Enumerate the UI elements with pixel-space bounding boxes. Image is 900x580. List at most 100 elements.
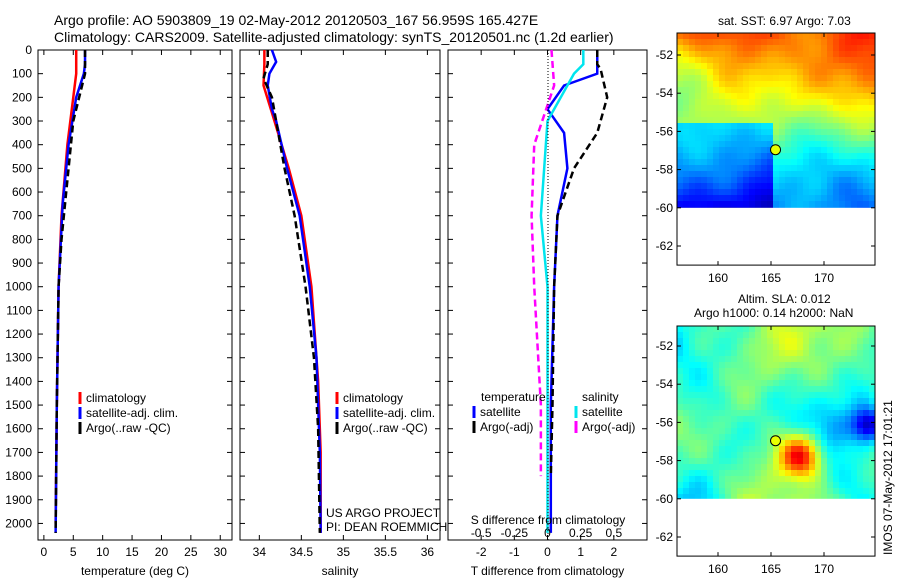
map-cell bbox=[839, 87, 845, 93]
map-cell bbox=[767, 386, 773, 392]
map-cell bbox=[719, 93, 725, 99]
map-cell bbox=[749, 165, 755, 171]
map-cell bbox=[725, 39, 731, 45]
map-cell bbox=[821, 368, 827, 374]
map-cell bbox=[803, 386, 809, 392]
map-cell bbox=[839, 452, 845, 458]
map-cell bbox=[761, 147, 767, 153]
map-cell bbox=[725, 368, 731, 374]
map-cell bbox=[707, 183, 713, 189]
map-cell bbox=[827, 159, 833, 165]
map-cell bbox=[731, 93, 737, 99]
map-cell bbox=[863, 410, 869, 416]
map-cell bbox=[845, 344, 851, 350]
map-cell bbox=[857, 380, 863, 386]
map-cell bbox=[791, 147, 797, 153]
map-cell bbox=[683, 362, 689, 368]
map-cell bbox=[701, 51, 707, 57]
map-cell bbox=[785, 195, 791, 201]
map-cell bbox=[677, 69, 683, 75]
map-cell bbox=[701, 87, 707, 93]
map-cell bbox=[689, 464, 695, 470]
map-cell bbox=[845, 99, 851, 105]
map-cell bbox=[821, 416, 827, 422]
map-cell bbox=[701, 171, 707, 177]
map-cell bbox=[707, 75, 713, 81]
map-cell bbox=[809, 123, 815, 129]
map-cell bbox=[761, 350, 767, 356]
map-cell bbox=[731, 159, 737, 165]
map-cell bbox=[689, 123, 695, 129]
lat-tick-label: -52 bbox=[656, 48, 674, 62]
map-cell bbox=[683, 159, 689, 165]
map-cell bbox=[791, 410, 797, 416]
map-cell bbox=[683, 344, 689, 350]
map-cell bbox=[725, 87, 731, 93]
map-cell bbox=[683, 111, 689, 117]
map-cell bbox=[851, 135, 857, 141]
map-cell bbox=[677, 135, 683, 141]
map-cell bbox=[683, 470, 689, 476]
map-cell bbox=[863, 356, 869, 362]
map-cell bbox=[845, 57, 851, 63]
map-cell bbox=[677, 171, 683, 177]
map-cell bbox=[839, 159, 845, 165]
map-cell bbox=[689, 147, 695, 153]
map-cell bbox=[869, 93, 875, 99]
map-cell bbox=[761, 344, 767, 350]
map-cell bbox=[677, 51, 683, 57]
map-cell bbox=[803, 63, 809, 69]
map-cell bbox=[725, 344, 731, 350]
map-cell bbox=[689, 207, 695, 208]
map-cell bbox=[701, 69, 707, 75]
map-cell bbox=[779, 45, 785, 51]
map-cell bbox=[737, 75, 743, 81]
map-cell bbox=[857, 99, 863, 105]
map-cell bbox=[821, 105, 827, 111]
map-cell bbox=[755, 428, 761, 434]
map-cell bbox=[839, 201, 845, 207]
map-cell bbox=[803, 494, 809, 499]
map-cell bbox=[689, 39, 695, 45]
map-cell bbox=[677, 404, 683, 410]
map-cell bbox=[791, 51, 797, 57]
map-cell bbox=[773, 183, 779, 189]
map-cell bbox=[731, 195, 737, 201]
map-cell bbox=[785, 183, 791, 189]
map-cell bbox=[689, 57, 695, 63]
map-cell bbox=[683, 404, 689, 410]
map-cell bbox=[797, 404, 803, 410]
map-cell bbox=[863, 207, 869, 208]
map-cell bbox=[749, 87, 755, 93]
map-cell bbox=[731, 380, 737, 386]
map-cell bbox=[791, 69, 797, 75]
map-cell bbox=[743, 105, 749, 111]
map-cell bbox=[785, 135, 791, 141]
map-cell bbox=[869, 422, 875, 428]
map-cell bbox=[773, 81, 779, 87]
map-cell bbox=[845, 183, 851, 189]
map-cell bbox=[689, 51, 695, 57]
map-cell bbox=[761, 458, 767, 464]
map-cell bbox=[749, 458, 755, 464]
map-cell bbox=[761, 416, 767, 422]
map-cell bbox=[767, 147, 773, 153]
map-cell bbox=[713, 39, 719, 45]
map-cell bbox=[707, 464, 713, 470]
map-cell bbox=[755, 332, 761, 338]
map-cell bbox=[869, 380, 875, 386]
sst-map-title: sat. SST: 6.97 Argo: 7.03 bbox=[718, 14, 851, 28]
map-cell bbox=[767, 33, 773, 39]
map-cell bbox=[725, 470, 731, 476]
map-cell bbox=[809, 129, 815, 135]
map-cell bbox=[851, 494, 857, 499]
map-cell bbox=[695, 117, 701, 123]
map-cell bbox=[725, 57, 731, 63]
map-cell bbox=[683, 45, 689, 51]
map-cell bbox=[737, 488, 743, 494]
map-cell bbox=[821, 81, 827, 87]
depth-tick-label: 1300 bbox=[5, 351, 32, 365]
map-cell bbox=[803, 368, 809, 374]
map-cell bbox=[677, 356, 683, 362]
map-cell bbox=[821, 362, 827, 368]
